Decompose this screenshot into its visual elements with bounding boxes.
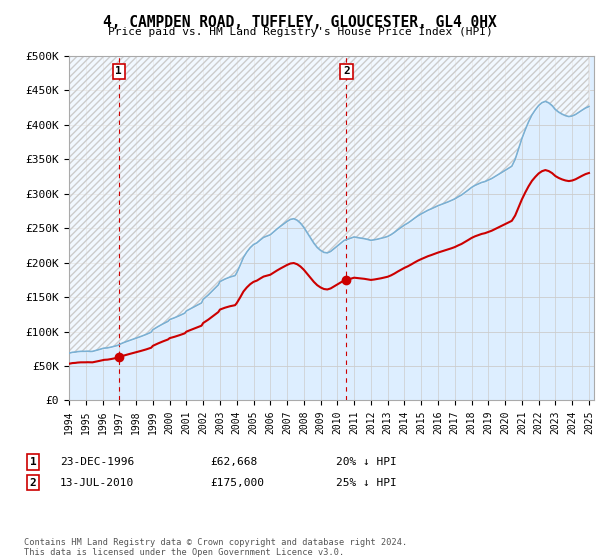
Text: 4, CAMPDEN ROAD, TUFFLEY, GLOUCESTER, GL4 0HX: 4, CAMPDEN ROAD, TUFFLEY, GLOUCESTER, GL… — [103, 15, 497, 30]
Text: 23-DEC-1996: 23-DEC-1996 — [60, 457, 134, 467]
Text: £175,000: £175,000 — [210, 478, 264, 488]
Text: 25% ↓ HPI: 25% ↓ HPI — [336, 478, 397, 488]
Text: Contains HM Land Registry data © Crown copyright and database right 2024.
This d: Contains HM Land Registry data © Crown c… — [24, 538, 407, 557]
Text: £62,668: £62,668 — [210, 457, 257, 467]
Text: 13-JUL-2010: 13-JUL-2010 — [60, 478, 134, 488]
Text: 1: 1 — [29, 457, 37, 467]
Text: 1: 1 — [115, 67, 122, 77]
Text: 2: 2 — [343, 67, 350, 77]
Text: 2: 2 — [29, 478, 37, 488]
Text: 20% ↓ HPI: 20% ↓ HPI — [336, 457, 397, 467]
Text: Price paid vs. HM Land Registry's House Price Index (HPI): Price paid vs. HM Land Registry's House … — [107, 27, 493, 37]
